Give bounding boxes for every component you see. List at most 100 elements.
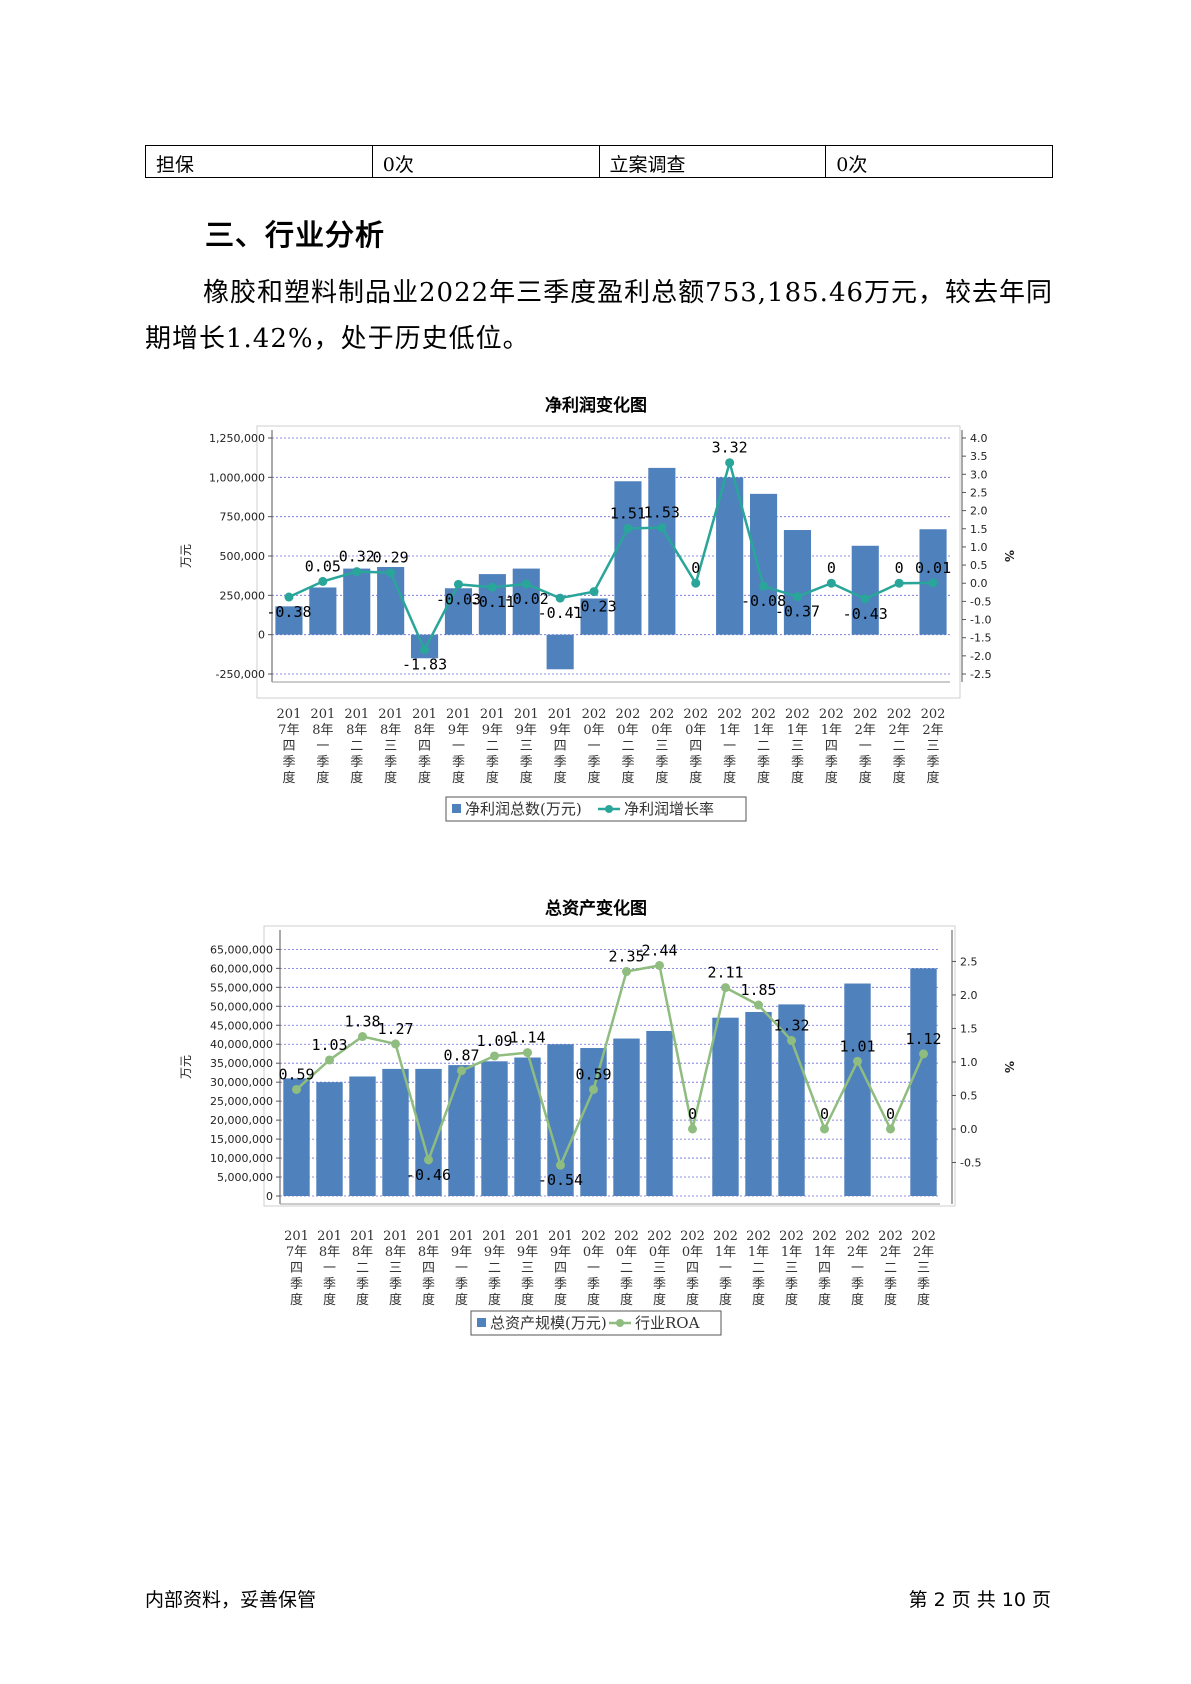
category-label: 四 (825, 739, 838, 754)
net-profit-chart: 净利润变化图 -250,000 0 250,000 500,000 750,000 1,00… (0, 388, 1191, 838)
category-label: 201 (412, 707, 437, 722)
bar (745, 1011, 772, 1196)
category-label: 202 (819, 707, 844, 722)
category-label: 季 (350, 755, 363, 770)
section-heading: 三、行业分析 (205, 218, 386, 252)
category-label: 度 (323, 1292, 336, 1308)
category-label: 202 (746, 1229, 771, 1244)
data-label: 0 (688, 1105, 697, 1123)
category-label: 一 (588, 739, 601, 754)
line-point (352, 567, 362, 577)
category-label: 2年 (880, 1245, 901, 1260)
footer-confidential: 内部资料，妥善保管 (145, 1589, 317, 1611)
category-label: 四 (554, 739, 567, 754)
category-label: 一 (587, 1261, 600, 1276)
category-label: 三 (520, 739, 533, 754)
bar (481, 1061, 508, 1196)
category-label: 二 (757, 739, 770, 754)
left-tick-label: 45,000,000 (210, 1019, 273, 1032)
legend (445, 796, 747, 822)
category-label: 一 (316, 739, 329, 754)
line-point (521, 579, 531, 589)
category-label: 202 (582, 707, 607, 722)
legend-bar-label: 净利润总数(万元) (465, 800, 582, 818)
category-label: 季 (554, 755, 567, 770)
bar (343, 568, 371, 635)
category-label: 9年 (451, 1245, 472, 1260)
line-point (725, 458, 735, 468)
category-label: 三 (917, 1261, 930, 1276)
category-label: 度 (488, 1292, 501, 1308)
category-label: 202 (680, 1229, 705, 1244)
category-label: 季 (316, 755, 329, 770)
table-row: 担保 0次 立案调查 0次 (145, 145, 1053, 178)
data-label: 1.14 (509, 1029, 545, 1047)
table-cell: 担保 (145, 145, 373, 178)
category-label: 202 (614, 1229, 639, 1244)
data-label: 0.32 (339, 548, 375, 566)
category-label: 三 (384, 739, 397, 754)
category-label: 度 (655, 770, 668, 786)
right-tick-label: 2.0 (970, 505, 988, 518)
category-label: 度 (785, 1292, 798, 1308)
data-label: 1.09 (476, 1032, 512, 1050)
category-label: 8年 (312, 723, 333, 738)
category-label: 三 (655, 739, 668, 754)
data-label: 1.27 (377, 1020, 413, 1038)
left-tick-label: 500,000 (220, 550, 266, 563)
category-label: 度 (452, 770, 465, 786)
data-label: 1.12 (905, 1030, 941, 1048)
category-label: 季 (785, 1277, 798, 1292)
category-label: 度 (588, 770, 601, 786)
bar (851, 545, 879, 635)
category-label: 度 (422, 1292, 435, 1308)
category-label: 季 (825, 755, 838, 770)
category-label: 202 (921, 707, 946, 722)
category-label: 202 (853, 707, 878, 722)
category-label: 0年 (685, 723, 706, 738)
category-label: 度 (825, 770, 838, 786)
category-label: 二 (752, 1261, 765, 1276)
bar (309, 587, 337, 635)
right-tick-label: 4.0 (970, 432, 988, 445)
category-label: 度 (389, 1292, 402, 1308)
data-label: 0.01 (915, 559, 951, 577)
category-label: 201 (344, 707, 369, 722)
category-label: 二 (884, 1261, 897, 1276)
category-label: 0年 (651, 723, 672, 738)
line-point (928, 578, 938, 588)
line-point (589, 1084, 598, 1094)
data-label: 2.35 (608, 948, 644, 966)
category-label: 度 (282, 770, 295, 786)
category-label: 一 (719, 1261, 732, 1276)
line-point (655, 960, 664, 970)
line-point (623, 523, 633, 533)
category-label: 度 (689, 770, 702, 786)
left-tick-label: 1,000,000 (209, 471, 265, 484)
bar (377, 567, 405, 635)
line-point (820, 1124, 829, 1134)
category-label: 度 (686, 1292, 699, 1308)
right-tick-label: -2.5 (970, 668, 991, 681)
left-axis-label: 万元 (179, 1055, 193, 1079)
category-label: 二 (621, 739, 634, 754)
line-point (826, 578, 836, 588)
category-label: 2年 (847, 1245, 868, 1260)
category-label: 季 (455, 1277, 468, 1292)
bar (316, 1082, 343, 1196)
line-point (386, 568, 396, 578)
category-label: 8年 (352, 1245, 373, 1260)
category-label: 9年 (550, 723, 571, 738)
category-label: 度 (917, 1292, 930, 1308)
category-label: 201 (317, 1229, 342, 1244)
category-label: 度 (356, 1292, 369, 1308)
category-label: 季 (655, 755, 668, 770)
right-tick-label: 3.0 (970, 468, 988, 481)
line-point (919, 1049, 928, 1059)
bar (749, 493, 778, 635)
line-point (657, 523, 667, 533)
left-tick-label: -250,000 (216, 668, 265, 681)
line-point (358, 1032, 367, 1042)
data-label: 2.44 (641, 941, 677, 959)
right-tick-label: -0.5 (970, 595, 991, 608)
